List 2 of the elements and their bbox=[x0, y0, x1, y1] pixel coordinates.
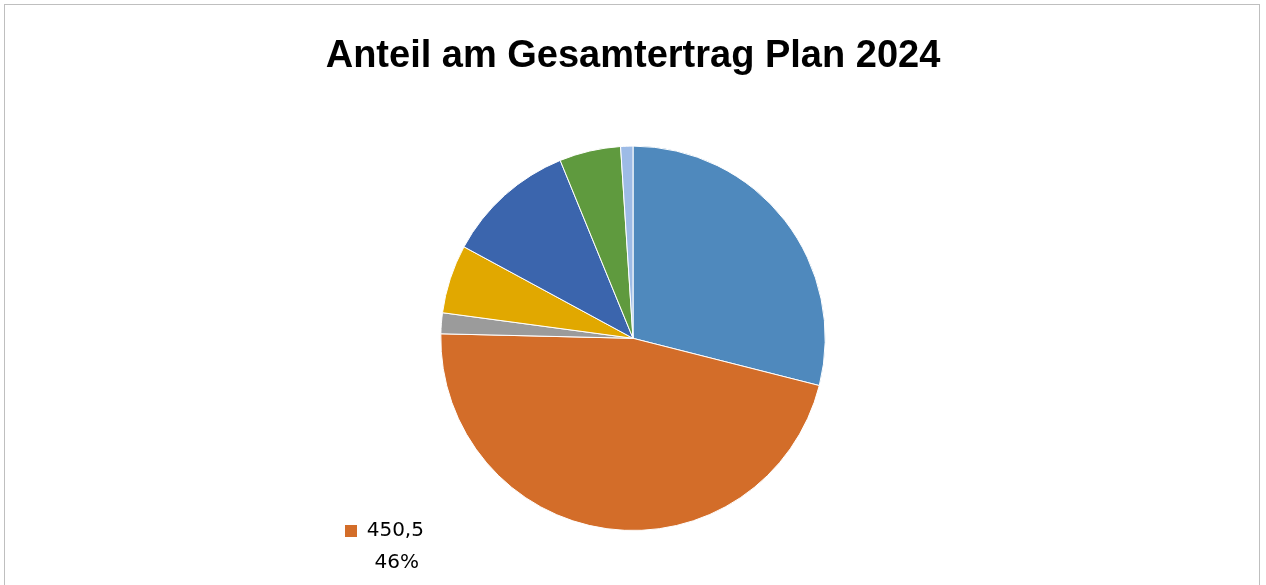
data-label: 450,5 46% bbox=[366, 516, 424, 573]
chart-title: Anteil am Gesamtertrag Plan 2024 bbox=[325, 33, 941, 76]
